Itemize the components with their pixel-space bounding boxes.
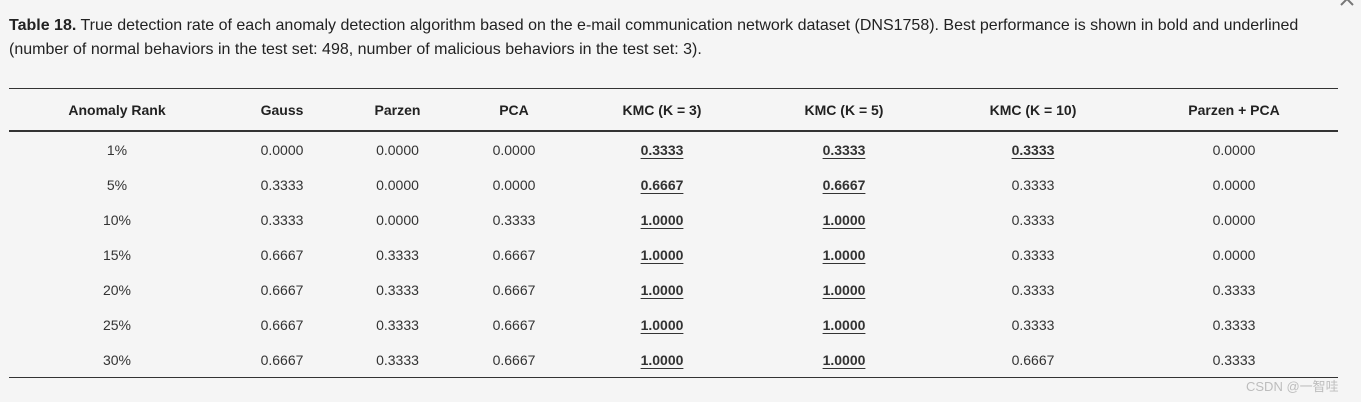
results-table: Anomaly Rank Gauss Parzen PCA KMC (K = 3) KMC… bbox=[9, 88, 1338, 378]
table-row: 20% 0.6667 0.3333 0.6667 1.0000 1.0000 0.3333 0… bbox=[9, 272, 1338, 307]
best-value: 1.0000 bbox=[822, 316, 866, 333]
value-cell: 0.0000 bbox=[376, 176, 419, 193]
value-cell: 0.3333 bbox=[1011, 246, 1055, 263]
value-cell: 1.0000 bbox=[752, 237, 936, 272]
value-cell: 0.3333 bbox=[492, 211, 536, 228]
caption-label: Table 18. bbox=[9, 17, 77, 34]
column-header: PCA bbox=[499, 101, 529, 118]
value-cell: 0.0000 bbox=[492, 176, 536, 193]
best-value: 0.3333 bbox=[1011, 141, 1055, 158]
value-cell: 0.6667 bbox=[260, 351, 304, 368]
value-cell: 0.6667 bbox=[492, 316, 536, 333]
best-value: 1.0000 bbox=[640, 351, 684, 368]
column-header: KMC (K = 3) bbox=[622, 101, 702, 118]
table-body: 1% 0.0000 0.0000 0.0000 0.3333 0.3333 0.3333 0.… bbox=[9, 131, 1338, 378]
value-cell: 1.0000 bbox=[572, 342, 752, 378]
value-cell: 0.3333 bbox=[1011, 211, 1055, 228]
column-header: KMC (K = 10) bbox=[989, 101, 1077, 118]
value-cell: 1.0000 bbox=[752, 272, 936, 307]
best-value: 0.3333 bbox=[640, 141, 684, 158]
chevron-up-icon[interactable] bbox=[1339, 0, 1355, 8]
best-value: 0.6667 bbox=[640, 176, 684, 193]
rank-cell: 25% bbox=[102, 316, 132, 333]
column-header: Gauss bbox=[260, 101, 304, 118]
best-value: 1.0000 bbox=[640, 316, 684, 333]
caption-text: True detection rate of each anomaly dete… bbox=[9, 17, 1299, 58]
value-cell: 0.3333 bbox=[1212, 316, 1256, 333]
rank-cell: 5% bbox=[106, 176, 128, 193]
value-cell: 1.0000 bbox=[572, 272, 752, 307]
value-cell: 0.6667 bbox=[260, 316, 304, 333]
value-cell: 0.3333 bbox=[1011, 281, 1055, 298]
table-row: 1% 0.0000 0.0000 0.0000 0.3333 0.3333 0.3333 0.… bbox=[9, 131, 1338, 167]
value-cell: 0.0000 bbox=[1212, 141, 1256, 158]
value-cell: 0.6667 bbox=[492, 351, 536, 368]
value-cell: 0.3333 bbox=[752, 131, 936, 167]
value-cell: 0.3333 bbox=[376, 246, 419, 263]
value-cell: 1.0000 bbox=[572, 202, 752, 237]
value-cell: 0.6667 bbox=[492, 246, 536, 263]
value-cell: 1.0000 bbox=[752, 202, 936, 237]
value-cell: 0.3333 bbox=[1212, 281, 1256, 298]
value-cell: 0.3333 bbox=[1011, 316, 1055, 333]
table-row: 15% 0.6667 0.3333 0.6667 1.0000 1.0000 0.3333 0… bbox=[9, 237, 1338, 272]
value-cell: 0.0000 bbox=[492, 141, 536, 158]
table-row: 10% 0.3333 0.0000 0.3333 1.0000 1.0000 0.3333 0… bbox=[9, 202, 1338, 237]
value-cell: 0.3333 bbox=[572, 131, 752, 167]
best-value: 1.0000 bbox=[822, 281, 866, 298]
value-cell: 1.0000 bbox=[572, 307, 752, 342]
column-header: KMC (K = 5) bbox=[804, 101, 884, 118]
best-value: 1.0000 bbox=[640, 246, 684, 263]
column-header: Parzen + PCA bbox=[1188, 101, 1280, 118]
best-value: 0.3333 bbox=[822, 141, 866, 158]
value-cell: 0.6667 bbox=[1011, 351, 1055, 368]
value-cell: 1.0000 bbox=[752, 342, 936, 378]
watermark: CSDN @一智哇 bbox=[1246, 379, 1339, 394]
table-header-row: Anomaly Rank Gauss Parzen PCA KMC (K = 3) KMC… bbox=[9, 88, 1338, 131]
value-cell: 0.3333 bbox=[260, 176, 304, 193]
rank-cell: 20% bbox=[102, 281, 132, 298]
table-caption: Table 18. True detection rate of each an… bbox=[9, 14, 1349, 62]
best-value: 1.0000 bbox=[640, 211, 684, 228]
value-cell: 0.0000 bbox=[260, 141, 304, 158]
rank-cell: 1% bbox=[106, 141, 128, 158]
value-cell: 0.0000 bbox=[376, 141, 419, 158]
results-table-container: Anomaly Rank Gauss Parzen PCA KMC (K = 3) KMC… bbox=[9, 88, 1338, 378]
value-cell: 1.0000 bbox=[572, 237, 752, 272]
value-cell: 0.3333 bbox=[376, 281, 419, 298]
best-value: 1.0000 bbox=[640, 281, 684, 298]
best-value: 1.0000 bbox=[822, 211, 866, 228]
value-cell: 0.3333 bbox=[1011, 176, 1055, 193]
table-row: 5% 0.3333 0.0000 0.0000 0.6667 0.6667 0.3333 0.… bbox=[9, 167, 1338, 202]
value-cell: 0.0000 bbox=[1212, 211, 1256, 228]
value-cell: 0.6667 bbox=[492, 281, 536, 298]
value-cell: 0.6667 bbox=[752, 167, 936, 202]
best-value: 1.0000 bbox=[822, 246, 866, 263]
value-cell: 0.3333 bbox=[936, 131, 1130, 167]
value-cell: 0.0000 bbox=[1212, 176, 1256, 193]
value-cell: 1.0000 bbox=[752, 307, 936, 342]
rank-cell: 15% bbox=[102, 246, 132, 263]
value-cell: 0.6667 bbox=[260, 246, 304, 263]
table-row: 25% 0.6667 0.3333 0.6667 1.0000 1.0000 0.3333 0… bbox=[9, 307, 1338, 342]
value-cell: 0.3333 bbox=[1212, 351, 1256, 368]
rank-cell: 30% bbox=[102, 351, 132, 368]
best-value: 1.0000 bbox=[822, 351, 866, 368]
table-row: 30% 0.6667 0.3333 0.6667 1.0000 1.0000 0.6667 0… bbox=[9, 342, 1338, 378]
value-cell: 0.6667 bbox=[572, 167, 752, 202]
value-cell: 0.6667 bbox=[260, 281, 304, 298]
value-cell: 0.3333 bbox=[376, 351, 419, 368]
value-cell: 0.3333 bbox=[260, 211, 304, 228]
value-cell: 0.0000 bbox=[376, 211, 419, 228]
value-cell: 0.3333 bbox=[376, 316, 419, 333]
rank-cell: 10% bbox=[102, 211, 132, 228]
best-value: 0.6667 bbox=[822, 176, 866, 193]
value-cell: 0.0000 bbox=[1212, 246, 1256, 263]
column-header: Anomaly Rank bbox=[68, 101, 166, 118]
column-header: Parzen bbox=[374, 101, 421, 118]
